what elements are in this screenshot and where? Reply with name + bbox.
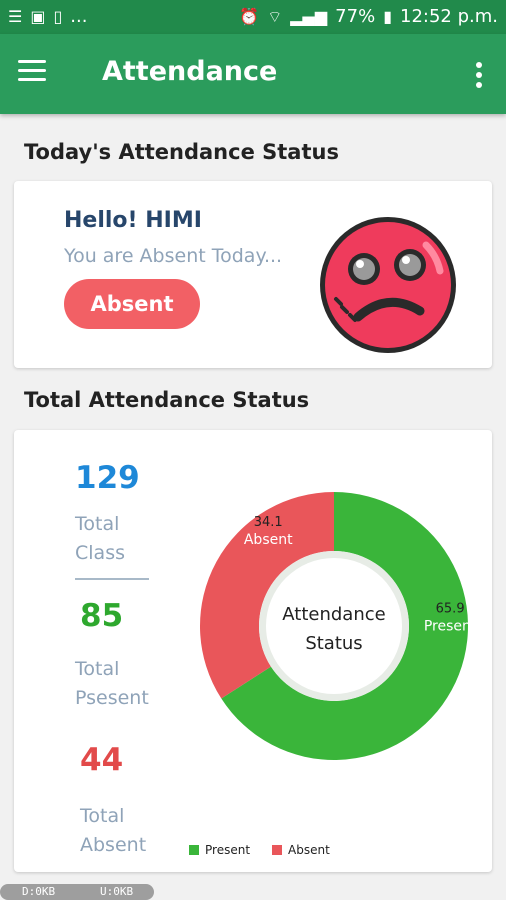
total-status-card: 129 Total Class 85 Total Psesent 44 Tota…	[14, 430, 492, 872]
greeting: Hello! HIMI	[64, 208, 202, 233]
total-class-label-line1: Total	[75, 513, 120, 535]
donut-center-label-line1: Attendance	[282, 604, 385, 625]
total-present-value: 85	[80, 598, 124, 634]
donut-center	[266, 558, 402, 694]
total-absent-label: Total Absent	[80, 802, 180, 860]
status-right-icons: ⏰ ⌔ ▂▄▆ 77% ▮ 12:52 p.m.	[239, 6, 498, 27]
total-absent-label-line1: Total	[80, 805, 125, 827]
total-class-label: Total Class	[75, 510, 175, 568]
total-present-label: Total Psesent	[75, 655, 175, 713]
absent-status-button[interactable]: Absent	[64, 279, 200, 329]
wifi-icon: ⌔	[267, 6, 283, 26]
sad-face-icon	[320, 217, 456, 353]
overflow-menu-icon[interactable]	[476, 62, 482, 88]
app-bar: Attendance	[0, 34, 506, 114]
signal-icon: ▂▄▆	[290, 6, 328, 26]
slice-value-label-present: 65.9	[436, 602, 465, 617]
total-present-label-line2: Psesent	[75, 687, 149, 709]
total-class-label-line2: Class	[75, 542, 125, 564]
total-section-title: Total Attendance Status	[24, 388, 310, 412]
chart-legend: Present Absent	[189, 843, 330, 857]
photo-icon: ▣	[30, 6, 46, 26]
total-present-label-line1: Total	[75, 658, 120, 680]
battery-icon: ▮	[383, 6, 392, 26]
status-more: ...	[70, 6, 88, 27]
donut-slice-present	[221, 492, 468, 760]
donut-center-label-line2: Status	[305, 633, 362, 654]
status-time: 12:52 p.m.	[400, 6, 498, 27]
page-title: Attendance	[102, 56, 278, 87]
download-speed: D:0KB	[22, 885, 56, 898]
attendance-donut-chart: Attendance Status 65.9 Present 34.1 Absent	[200, 492, 474, 760]
status-bar: ☰ ▣ ▯ ... ⏰ ⌔ ▂▄▆ 77% ▮ 12:52 p.m.	[0, 0, 506, 34]
sim-icon: ▯	[53, 6, 63, 26]
donut-slice-absent	[200, 492, 334, 699]
list-icon: ☰	[8, 6, 23, 26]
upload-speed: U:0KB	[100, 885, 134, 898]
legend-swatch-present	[189, 845, 199, 855]
menu-button[interactable]	[18, 60, 48, 84]
legend-label-present: Present	[205, 843, 251, 857]
network-speed-indicator: D:0KB U:0KB	[0, 884, 154, 900]
total-class-value: 129	[75, 460, 140, 496]
today-section-title: Today's Attendance Status	[24, 140, 339, 164]
slice-name-label-present: Present	[424, 619, 474, 635]
alarm-icon: ⏰	[239, 6, 260, 26]
today-status-card: Hello! HIMI You are Absent Today... Abse…	[14, 181, 492, 368]
legend-label-absent: Absent	[288, 843, 330, 857]
status-left-icons: ☰ ▣ ▯ ...	[8, 6, 87, 27]
legend-swatch-absent	[272, 845, 283, 855]
stat-divider	[75, 578, 149, 580]
battery-percent: 77%	[335, 6, 376, 27]
total-absent-label-line2: Absent	[80, 834, 147, 856]
slice-value-label-absent: 34.1	[254, 515, 283, 530]
absent-message: You are Absent Today...	[64, 245, 283, 267]
slice-name-label-absent: Absent	[244, 532, 293, 548]
total-absent-value: 44	[80, 742, 124, 778]
